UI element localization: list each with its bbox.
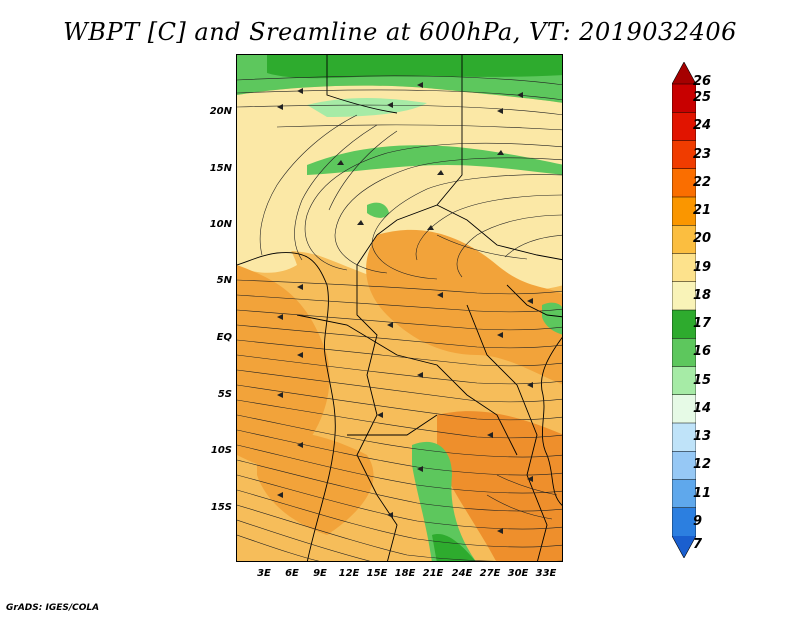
colorbar-label: 20 [693, 231, 712, 247]
colorbar-cell-12 [672, 394, 696, 424]
map-panel [236, 54, 563, 562]
grads-credit: GrADS: IGES/COLA [6, 603, 100, 613]
lon-label-3e: 3E [257, 568, 271, 579]
lon-label-15e: 15E [366, 568, 388, 579]
colorbar-label: 21 [693, 203, 712, 219]
colorbar-label: 16 [693, 344, 712, 360]
colorbar-cell-1 [672, 84, 696, 113]
lon-label-33e: 33E [535, 568, 557, 579]
colorbar-cell-16 [672, 507, 696, 537]
colorbar-label: 12 [693, 457, 712, 473]
wbpt-band-17-streak [307, 145, 562, 175]
lon-label-12e: 12E [338, 568, 360, 579]
map-plot [237, 55, 562, 561]
colorbar-label: 26 [693, 73, 712, 89]
colorbar-cell-0 [672, 62, 696, 84]
colorbar-cell-17 [672, 536, 696, 558]
lon-label-27e: 27E [479, 568, 501, 579]
colorbar-cell-7 [672, 253, 696, 283]
colorbar-label: 22 [693, 174, 712, 190]
lat-label-15s: 15S [210, 502, 232, 513]
wbpt-tongue-17-south [412, 441, 476, 561]
colorbar-cell-5 [672, 197, 696, 226]
colorbar-cell-14 [672, 451, 696, 480]
wbpt-patch-16-north [307, 98, 427, 117]
streamline-arrows [277, 82, 533, 534]
colorbar-label: 14 [693, 400, 712, 416]
wbpt-band-21-southwest [257, 431, 374, 535]
colorbar-label: 17 [693, 316, 712, 332]
colorbar-label: 15 [693, 372, 712, 388]
colorbar-cell-13 [672, 423, 696, 452]
lat-label-10s: 10S [210, 445, 232, 456]
map-title: WBPT [C] and Sreamline at 600hPa, VT: 20… [63, 18, 737, 46]
wbpt-band-21-east [366, 229, 562, 385]
lat-label-5n: 5N [216, 275, 232, 286]
colorbar-label: 7 [693, 536, 703, 552]
country-borders [237, 55, 562, 561]
lat-label-20n: 20N [209, 106, 232, 117]
wbpt-band-22-southeast [437, 411, 562, 561]
lon-label-30e: 30E [507, 568, 529, 579]
colorbar-label: 18 [693, 287, 712, 303]
colorbar-cell-11 [672, 366, 696, 396]
lat-label-15n: 15N [209, 163, 232, 174]
lon-label-21e: 21E [422, 568, 444, 579]
colorbar-cell-9 [672, 310, 696, 339]
colorbar-label: 25 [693, 90, 712, 106]
lon-label-24e: 24E [451, 568, 473, 579]
wbpt-tongue-18-south [432, 534, 476, 561]
colorbar-label: 11 [693, 485, 712, 501]
lon-label-9e: 9E [313, 568, 327, 579]
colorbar-cell-4 [672, 168, 696, 198]
lon-label-18e: 18E [394, 568, 416, 579]
lat-label-eq: EQ [216, 332, 232, 343]
wbpt-band-19-20 [237, 85, 562, 294]
wbpt-patch-west [237, 205, 297, 273]
colorbar-cell-10 [672, 338, 696, 367]
lat-label-5s: 5S [217, 389, 232, 400]
colorbar [672, 62, 696, 558]
wbpt-patch-17-center [367, 202, 389, 218]
colorbar-label: 9 [693, 513, 703, 529]
colorbar-cell-6 [672, 225, 696, 254]
lat-label-10n: 10N [209, 219, 232, 230]
colorbar-cell-8 [672, 281, 696, 311]
wbpt-band-18-north [267, 55, 562, 79]
colorbar-cell-2 [672, 112, 696, 141]
colorbar-cell-15 [672, 479, 696, 509]
lon-label-6e: 6E [285, 568, 299, 579]
colorbar-label: 13 [693, 429, 712, 445]
streamlines [237, 75, 562, 561]
colorbar-label: 19 [693, 259, 712, 275]
colorbar-label: 23 [693, 146, 712, 162]
colorbar-cell-3 [672, 140, 696, 170]
colorbar-label: 24 [693, 118, 712, 134]
